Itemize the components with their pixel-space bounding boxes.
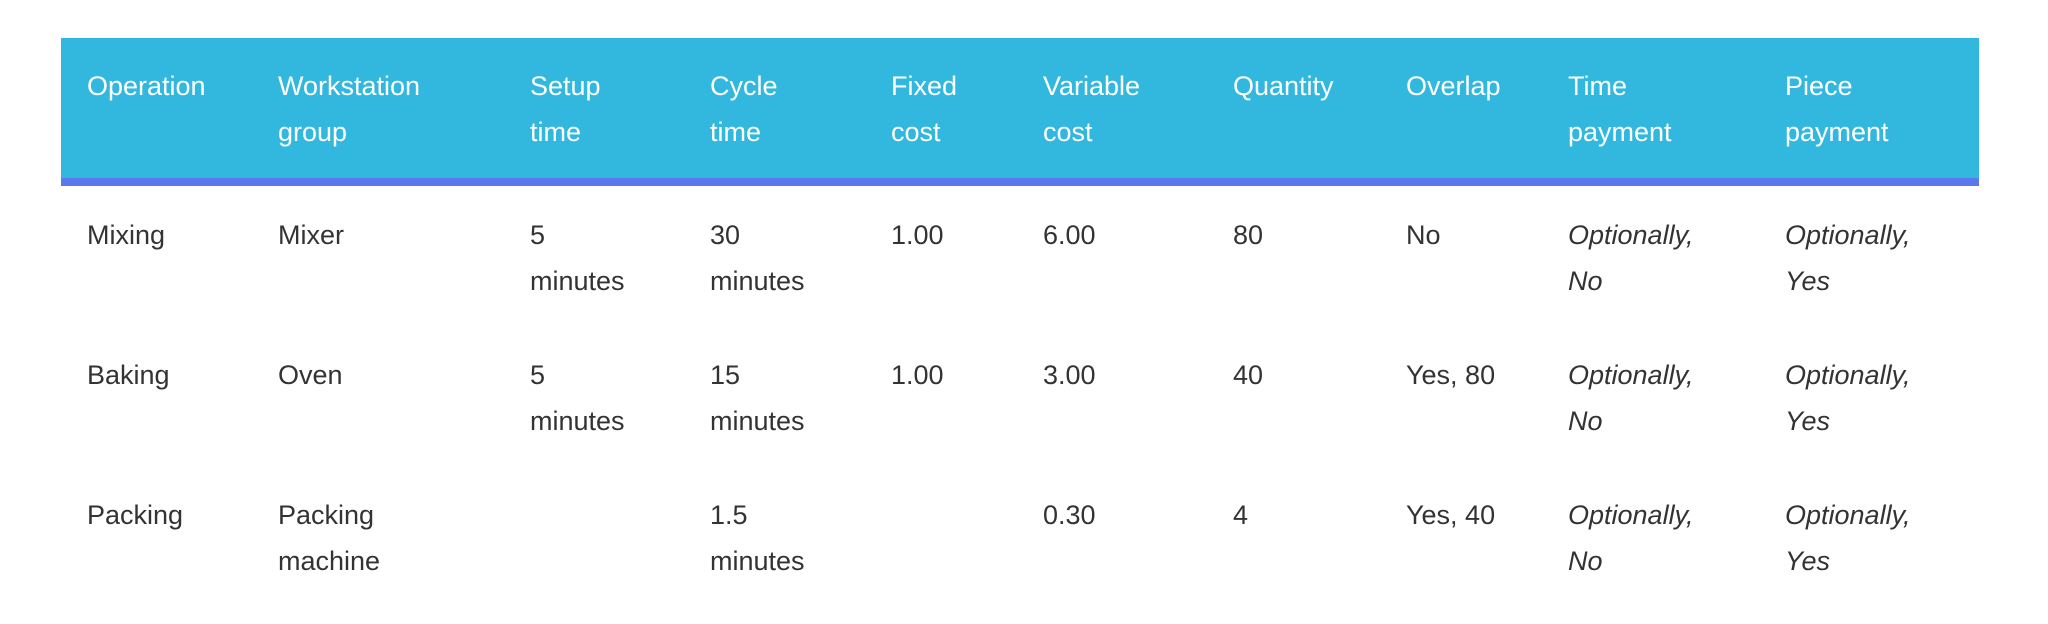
table-row: Baking Oven 5 minutes 15 minutes 1.00 3.00 40 Y… [61,326,1979,466]
cell-text: Optionally, Yes [1785,360,1911,436]
cell-time-payment: Optionally, No [1542,466,1759,606]
column-header-time-payment: Time payment [1542,38,1759,186]
column-header-label: Workstation group [278,71,421,147]
cell-text: 5 minutes [530,360,625,436]
column-header-label: Quantity [1233,71,1334,101]
column-header-label: Time payment [1568,71,1672,147]
cell-text: 3.00 [1043,360,1096,390]
cell-text: 1.00 [891,360,944,390]
cell-text: Packing [87,500,184,530]
cell-text: Optionally, No [1568,220,1694,296]
cell-quantity: 80 [1207,182,1380,326]
cell-piece-payment: Optionally, Yes [1759,326,1979,466]
cell-workstation-group: Packing machine [252,466,504,606]
cell-piece-payment: Optionally, Yes [1759,182,1979,326]
table-header-row: Operation Workstation group Setup time Cycl… [61,38,1979,186]
column-header-piece-payment: Piece payment [1759,38,1979,186]
column-header-overlap: Overlap [1380,38,1542,186]
column-header-label: Fixed cost [891,71,958,147]
cell-text: Packing machine [278,500,381,576]
cell-text: Optionally, Yes [1785,500,1911,576]
cell-text: Optionally, No [1568,360,1694,436]
cell-text: Mixing [87,220,166,250]
cell-text: Oven [278,360,343,390]
cell-variable-cost: 6.00 [1017,182,1207,326]
cell-text: 30 minutes [710,220,805,296]
cell-fixed-cost: 1.00 [865,326,1017,466]
cell-text: 1.00 [891,220,944,250]
cell-text: Optionally, Yes [1785,220,1911,296]
column-header-cycle-time: Cycle time [684,38,865,186]
column-header-label: Piece payment [1785,71,1889,147]
cell-operation: Baking [61,326,252,466]
cell-time-payment: Optionally, No [1542,326,1759,466]
operations-table: Operation Workstation group Setup time Cycl… [61,38,1979,606]
cell-setup-time: 5 minutes [504,182,684,326]
cell-text: Baking [87,360,170,390]
cell-quantity: 4 [1207,466,1380,606]
cell-fixed-cost [865,466,1017,606]
cell-text: Yes, 40 [1406,500,1496,530]
column-header-operation: Operation [61,38,252,186]
cell-text: 6.00 [1043,220,1096,250]
cell-setup-time [504,466,684,606]
cell-text: 5 minutes [530,220,625,296]
column-header-setup-time: Setup time [504,38,684,186]
cell-variable-cost: 0.30 [1017,466,1207,606]
cell-text: No [1406,220,1441,250]
cell-text: 1.5 minutes [710,500,805,576]
cell-time-payment: Optionally, No [1542,182,1759,326]
cell-text: 0.30 [1043,500,1096,530]
cell-text: Optionally, No [1568,500,1694,576]
cell-overlap: Yes, 80 [1380,326,1542,466]
cell-text: 40 [1233,360,1264,390]
cell-variable-cost: 3.00 [1017,326,1207,466]
column-header-label: Cycle time [710,71,778,147]
cell-overlap: No [1380,182,1542,326]
column-header-variable-cost: Variable cost [1017,38,1207,186]
column-header-label: Operation [87,71,206,101]
table-row: Packing Packing machine 1.5 minutes 0.30 4 Ye… [61,466,1979,606]
cell-workstation-group: Oven [252,326,504,466]
column-header-label: Overlap [1406,71,1501,101]
cell-operation: Mixing [61,182,252,326]
cell-workstation-group: Mixer [252,182,504,326]
cell-text: 15 minutes [710,360,805,436]
cell-piece-payment: Optionally, Yes [1759,466,1979,606]
cell-setup-time: 5 minutes [504,326,684,466]
column-header-label: Setup time [530,71,601,147]
cell-cycle-time: 15 minutes [684,326,865,466]
cell-text: 4 [1233,500,1249,530]
column-header-quantity: Quantity [1207,38,1380,186]
table-row: Mixing Mixer 5 minutes 30 minutes 1.00 6.00 80… [61,182,1979,326]
column-header-workstation-group: Workstation group [252,38,504,186]
cell-quantity: 40 [1207,326,1380,466]
cell-text: 80 [1233,220,1264,250]
cell-text: Yes, 80 [1406,360,1496,390]
column-header-fixed-cost: Fixed cost [865,38,1017,186]
cell-cycle-time: 1.5 minutes [684,466,865,606]
cell-overlap: Yes, 40 [1380,466,1542,606]
column-header-label: Variable cost [1043,71,1141,147]
cell-cycle-time: 30 minutes [684,182,865,326]
cell-fixed-cost: 1.00 [865,182,1017,326]
cell-operation: Packing [61,466,252,606]
cell-text: Mixer [278,220,344,250]
